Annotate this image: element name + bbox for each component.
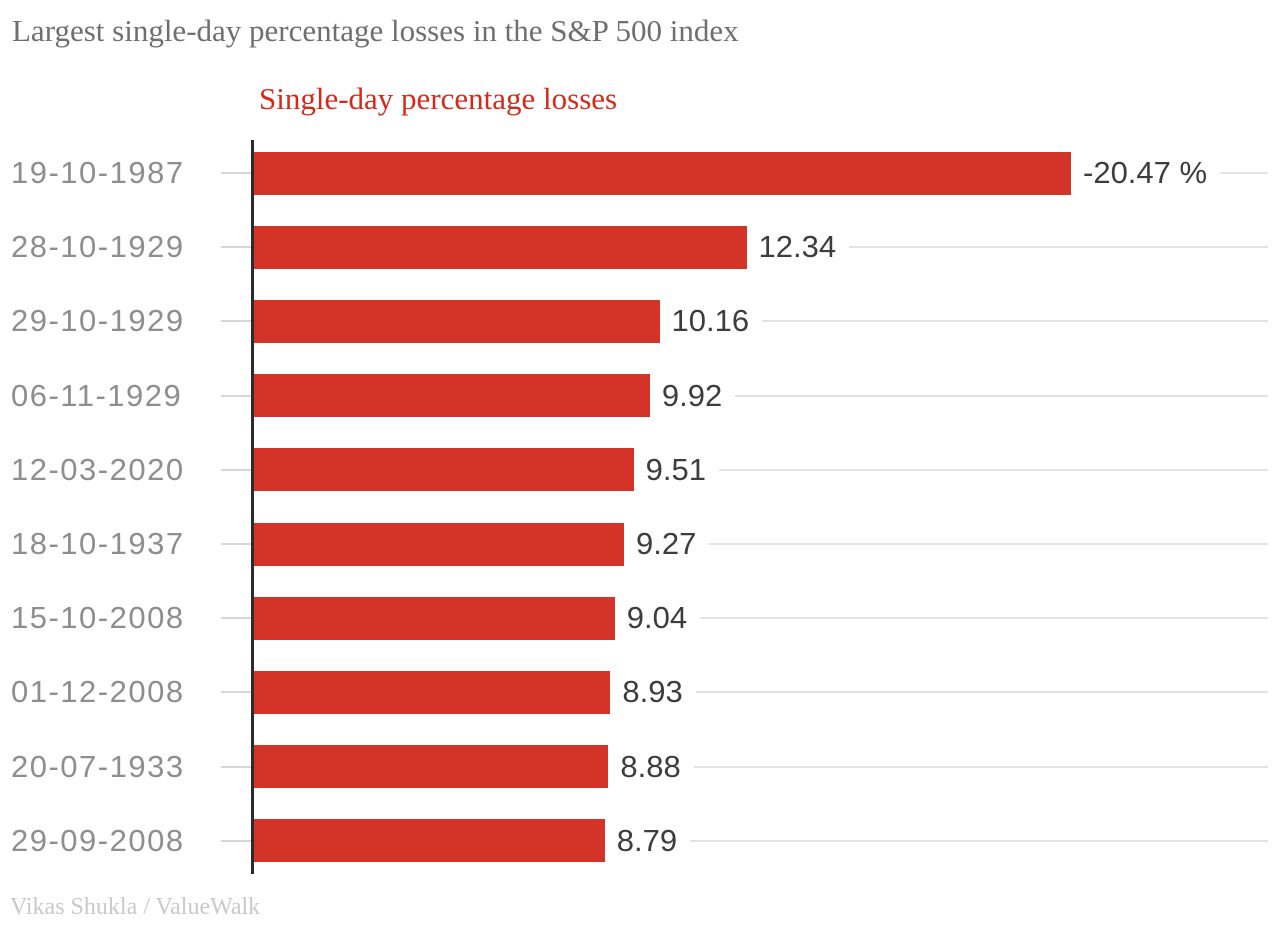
bar[interactable]: [254, 596, 615, 640]
tick-mark: [221, 172, 251, 175]
bar[interactable]: [254, 522, 624, 566]
value-label: 12.34: [758, 229, 837, 265]
tick-mark: [221, 320, 251, 323]
tick-mark: [221, 839, 251, 842]
plot-strip: 8.88: [254, 730, 1268, 804]
tick-mark: [221, 394, 251, 397]
plot-strip: 8.79: [254, 804, 1268, 878]
value-label: 9.27: [636, 526, 697, 562]
chart-row: 18-10-1937 9.27: [0, 507, 1280, 581]
chart-row: 06-11-1929 9.92: [0, 359, 1280, 433]
plot-strip: -20.47 %: [254, 136, 1268, 210]
leader-line: [718, 468, 1268, 471]
plot-strip: 10.16: [254, 284, 1268, 358]
value-label: 9.92: [661, 377, 723, 413]
leader-line: [762, 320, 1268, 323]
bar[interactable]: [254, 670, 611, 714]
chart-row: 20-07-1933 8.88: [0, 730, 1280, 804]
bar-rows: 19-10-1987 -20.47 % 28-10-1929 12.34 29-…: [0, 136, 1280, 878]
bar[interactable]: [254, 151, 1071, 195]
bar[interactable]: [254, 819, 605, 863]
leader-line: [690, 839, 1268, 842]
value-label: 8.88: [620, 748, 681, 784]
category-label: 28-10-1929: [11, 229, 185, 265]
legend-series-label[interactable]: Single-day percentage losses: [259, 81, 618, 116]
tick-mark: [221, 468, 251, 471]
leader-line: [700, 617, 1268, 620]
plot-strip: 9.27: [254, 507, 1268, 581]
chart-row: 15-10-2008 9.04: [0, 581, 1280, 655]
chart-row: 29-10-1929 10.16: [0, 284, 1280, 358]
value-label: 8.93: [622, 674, 683, 710]
plot-strip: 9.51: [254, 433, 1268, 507]
bar[interactable]: [254, 448, 634, 492]
plot-strip: 8.93: [254, 655, 1268, 729]
tick-mark: [221, 617, 251, 620]
chart-title: Largest single-day percentage losses in …: [12, 13, 739, 48]
leader-line: [709, 543, 1268, 546]
value-label: -20.47 %: [1083, 155, 1208, 191]
leader-line: [849, 246, 1268, 249]
category-axis-line: [251, 140, 254, 874]
value-label: 9.51: [645, 451, 706, 487]
category-label: 01-12-2008: [11, 674, 185, 710]
value-label: 9.04: [626, 600, 688, 636]
chart-row: 12-03-2020 9.51: [0, 433, 1280, 507]
category-label: 18-10-1937: [11, 526, 185, 562]
leader-line: [693, 765, 1268, 768]
chart-row: 29-09-2008 8.79: [0, 804, 1280, 878]
plot-strip: 9.04: [254, 581, 1268, 655]
plot-strip: 9.92: [254, 359, 1268, 433]
tick-mark: [221, 246, 251, 249]
leader-line: [695, 691, 1268, 694]
category-label: 06-11-1929: [11, 377, 183, 413]
chart-row: 28-10-1929 12.34: [0, 210, 1280, 284]
tick-mark: [221, 765, 251, 768]
category-label: 29-09-2008: [11, 822, 185, 858]
bar[interactable]: [254, 225, 747, 269]
category-label: 12-03-2020: [11, 451, 185, 487]
category-label: 19-10-1987: [11, 155, 185, 191]
category-label: 29-10-1929: [11, 303, 185, 339]
bar[interactable]: [254, 745, 609, 789]
value-label: 10.16: [671, 303, 750, 339]
bar[interactable]: [254, 374, 650, 418]
tick-mark: [221, 691, 251, 694]
category-label: 20-07-1933: [11, 748, 185, 784]
leader-line: [735, 394, 1268, 397]
category-label: 15-10-2008: [11, 600, 185, 636]
tick-mark: [221, 543, 251, 546]
bar[interactable]: [254, 299, 660, 343]
leader-line: [1220, 172, 1268, 175]
attribution-text: Vikas Shukla / ValueWalk: [10, 894, 261, 920]
plot-strip: 12.34: [254, 210, 1268, 284]
chart-row: 01-12-2008 8.93: [0, 655, 1280, 729]
value-label: 8.79: [616, 822, 678, 858]
chart-row: 19-10-1987 -20.47 %: [0, 136, 1280, 210]
